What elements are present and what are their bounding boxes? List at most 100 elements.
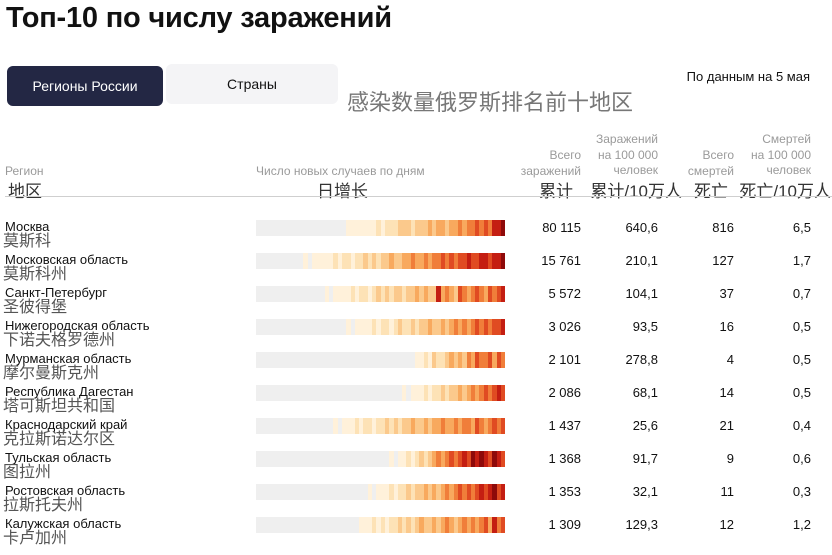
heatmap-cell xyxy=(329,286,334,302)
heatmap-cell xyxy=(333,385,338,401)
heatmap-cell xyxy=(268,484,274,500)
heatmap-cell xyxy=(367,451,373,467)
heatmap-cell xyxy=(346,220,351,236)
heatmap-cell xyxy=(449,286,454,302)
heatmap-cell xyxy=(462,484,467,500)
heatmap-cell xyxy=(453,253,458,269)
heatmap-cell xyxy=(500,220,505,236)
heatmap-cell xyxy=(475,286,480,302)
heatmap-cell xyxy=(427,319,433,335)
heatmap-cell xyxy=(414,517,420,533)
heatmap-cell xyxy=(303,253,308,269)
heatmap-cell xyxy=(432,220,437,236)
heatmap-cell xyxy=(290,220,295,236)
heatmap-cell xyxy=(294,517,299,533)
heatmap-cell xyxy=(350,418,355,434)
heatmap-cell xyxy=(427,484,433,500)
heatmap-cell xyxy=(294,319,299,335)
heatmap-cell xyxy=(445,253,450,269)
heatmap-cell xyxy=(410,451,415,467)
heatmap-cell xyxy=(496,352,501,368)
heatmap-cell xyxy=(341,286,347,302)
heatmap-cell xyxy=(346,451,351,467)
heatmap-cell xyxy=(440,385,446,401)
heatmap-cell xyxy=(423,220,428,236)
header-deaths-per100k-line3: человек xyxy=(766,163,811,177)
heatmap-cell xyxy=(359,385,364,401)
heatmap-cell xyxy=(453,517,458,533)
total-infections-value: 1 437 xyxy=(548,418,581,433)
heatmap-cell xyxy=(410,385,415,401)
heatmap-cell xyxy=(303,484,308,500)
heatmap-cell xyxy=(298,286,304,302)
heatmap-cell xyxy=(488,352,493,368)
heatmap-cell xyxy=(281,319,287,335)
heatmap-cell xyxy=(436,484,441,500)
heatmap-cell xyxy=(363,319,368,335)
page-title: Топ-10 по числу заражений xyxy=(6,2,392,34)
heatmap-cell xyxy=(479,286,484,302)
heatmap-cell xyxy=(397,517,403,533)
heatmap-cell xyxy=(376,451,381,467)
heatmap-cell xyxy=(298,484,304,500)
heatmap-cell xyxy=(500,253,505,269)
heatmap-cell xyxy=(436,451,441,467)
heatmap-cell xyxy=(320,352,325,368)
heatmap-cell xyxy=(359,253,364,269)
heatmap-cell xyxy=(427,418,433,434)
heatmap-cell xyxy=(466,517,471,533)
heatmap-cell xyxy=(264,418,269,434)
heatmap-cell xyxy=(483,385,489,401)
heatmap-cell xyxy=(419,352,424,368)
heatmap-cell xyxy=(311,385,317,401)
table-row: Калужская область 卡卢加州 1 309 129,3 12 1,2 xyxy=(0,516,832,549)
heatmap-cell xyxy=(316,484,321,500)
heatmap-cell xyxy=(496,517,501,533)
daily-cases-heatmap xyxy=(256,220,505,236)
heatmap-cell xyxy=(432,385,437,401)
heatmap-cell xyxy=(500,418,505,434)
heatmap-cell xyxy=(488,418,493,434)
heatmap-cell xyxy=(475,385,480,401)
heatmap-cell xyxy=(333,451,338,467)
heatmap-cell xyxy=(281,484,287,500)
deaths-per-100k-value: 0,7 xyxy=(792,286,811,301)
heatmap-cell xyxy=(380,418,385,434)
heatmap-cell xyxy=(290,517,295,533)
heatmap-cell xyxy=(337,385,342,401)
region-name-cn: 图拉州 xyxy=(3,464,52,481)
infections-per-100k-value: 68,1 xyxy=(632,385,658,400)
heatmap-cell xyxy=(286,220,291,236)
heatmap-cell xyxy=(436,385,441,401)
heatmap-cell xyxy=(260,418,265,434)
heatmap-cell xyxy=(350,517,355,533)
heatmap-cell xyxy=(320,484,325,500)
heatmap-cell xyxy=(492,319,497,335)
heatmap-cell xyxy=(363,352,368,368)
heatmap-cell xyxy=(337,319,342,335)
heatmap-cell xyxy=(372,517,377,533)
heatmap-cell xyxy=(324,385,330,401)
heatmap-cell xyxy=(440,517,446,533)
heatmap-cell xyxy=(423,319,428,335)
heatmap-cell xyxy=(389,451,394,467)
heatmap-cell xyxy=(483,451,489,467)
table-row: Нижегородская область 下诺夫格罗德州 3 026 93,5 16 0… xyxy=(0,318,832,351)
deaths-per-100k-value: 0,5 xyxy=(792,319,811,334)
heatmap-cell xyxy=(380,286,385,302)
header-deaths-line2: смертей xyxy=(687,163,734,178)
tab-countries[interactable]: Страны xyxy=(166,64,338,104)
tab-russian-regions[interactable]: Регионы России xyxy=(7,66,163,106)
heatmap-cell xyxy=(436,220,441,236)
heatmap-cell xyxy=(410,517,415,533)
heatmap-cell xyxy=(457,286,463,302)
heatmap-cell xyxy=(350,253,355,269)
heatmap-cell xyxy=(432,319,437,335)
heatmap-cell xyxy=(384,418,390,434)
region-name-cn: 卡卢加州 xyxy=(3,530,68,547)
heatmap-cell xyxy=(402,253,407,269)
heatmap-cell xyxy=(350,451,355,467)
heatmap-cell xyxy=(316,220,321,236)
total-deaths-value: 9 xyxy=(726,451,734,466)
heatmap-cell xyxy=(341,253,347,269)
